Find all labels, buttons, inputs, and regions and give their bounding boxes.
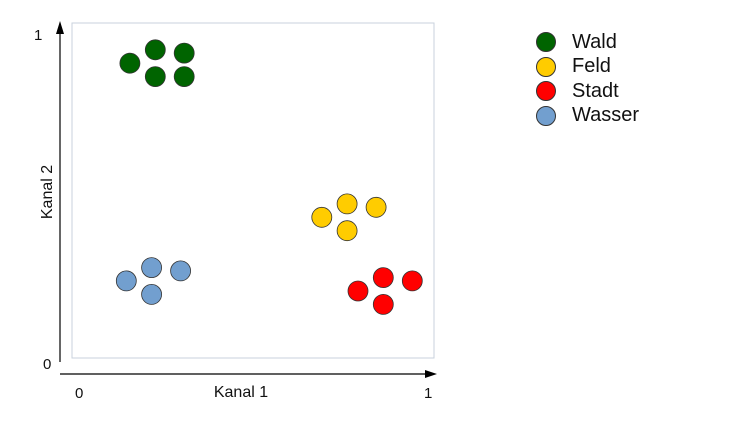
data-point-wald bbox=[144, 39, 166, 61]
legend-item-feld: Feld bbox=[536, 55, 639, 80]
legend-label: Wald bbox=[572, 30, 617, 53]
legend: Wald Feld Stadt Wasser bbox=[536, 30, 639, 128]
y-axis-label: Kanal 2 bbox=[39, 165, 56, 219]
x-tick-label-max: 1 bbox=[424, 385, 432, 402]
legend-item-stadt: Stadt bbox=[536, 79, 639, 104]
data-point-wald bbox=[173, 66, 195, 87]
y-tick-label-max: 1 bbox=[34, 27, 42, 44]
legend-label: Wasser bbox=[572, 104, 640, 127]
x-tick-label-min: 0 bbox=[75, 385, 83, 402]
data-point-wasser bbox=[141, 283, 163, 305]
legend-swatch-icon bbox=[536, 32, 556, 53]
legend-label: Stadt bbox=[572, 79, 619, 102]
data-point-wald bbox=[144, 66, 166, 87]
y-axis-arrow bbox=[56, 21, 64, 34]
data-point-feld bbox=[336, 220, 358, 242]
data-point-stadt bbox=[372, 267, 394, 289]
data-point-stadt bbox=[372, 293, 394, 315]
data-point-feld bbox=[336, 193, 358, 215]
legend-item-wasser: Wasser bbox=[536, 104, 639, 129]
x-axis-label: Kanal 1 bbox=[214, 384, 268, 401]
legend-swatch-icon bbox=[536, 56, 556, 77]
data-point-wasser bbox=[115, 270, 137, 292]
data-point-wasser bbox=[170, 260, 192, 282]
data-point-stadt bbox=[347, 280, 369, 302]
data-point-feld bbox=[311, 206, 333, 228]
y-tick-label-min: 0 bbox=[43, 356, 51, 373]
data-point-wald bbox=[173, 42, 195, 64]
data-point-wasser bbox=[141, 257, 163, 279]
legend-swatch-icon bbox=[536, 105, 556, 126]
plot-area-frame bbox=[71, 22, 435, 359]
legend-swatch-icon bbox=[536, 81, 556, 102]
data-point-stadt bbox=[401, 270, 423, 292]
legend-label: Feld bbox=[572, 55, 611, 78]
data-point-wald bbox=[119, 52, 141, 74]
x-axis-arrow bbox=[425, 370, 437, 378]
data-point-feld bbox=[365, 196, 387, 218]
legend-item-wald: Wald bbox=[536, 30, 639, 55]
data-points bbox=[115, 39, 423, 315]
